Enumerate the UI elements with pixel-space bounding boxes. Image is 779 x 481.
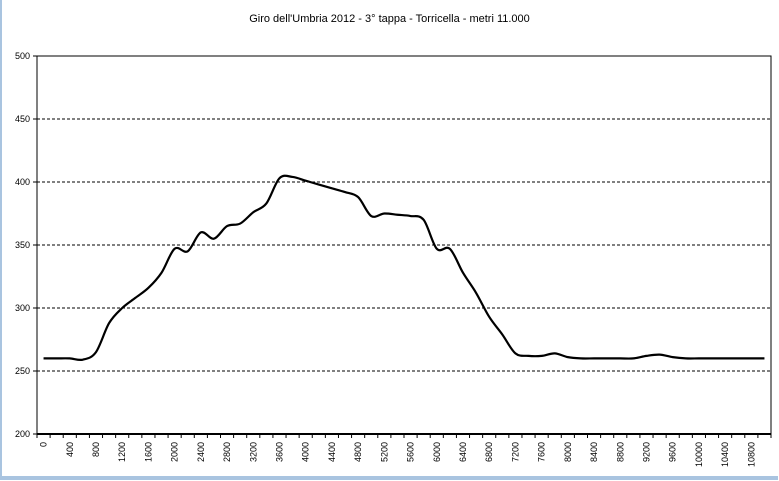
x-tick-label: 400 bbox=[65, 442, 75, 457]
y-tick-label: 250 bbox=[15, 366, 30, 376]
x-tick-label: 4800 bbox=[353, 442, 363, 462]
y-tick-label: 450 bbox=[15, 114, 30, 124]
x-tick-label: 2800 bbox=[222, 442, 232, 462]
x-tick-label: 9200 bbox=[641, 442, 651, 462]
chart-title: Giro dell'Umbria 2012 - 3° tappa - Torri… bbox=[249, 13, 530, 25]
x-tick-label: 2400 bbox=[196, 442, 206, 462]
x-tick-label: 800 bbox=[91, 442, 101, 457]
x-tick-label: 6400 bbox=[458, 442, 468, 462]
x-tick-label: 8400 bbox=[589, 442, 599, 462]
y-tick-label: 500 bbox=[15, 51, 30, 61]
x-tick-label: 4000 bbox=[301, 442, 311, 462]
x-tick-label: 3200 bbox=[248, 442, 258, 462]
y-tick-label: 350 bbox=[15, 240, 30, 250]
x-tick-label: 5600 bbox=[406, 442, 416, 462]
x-tick-label: 10000 bbox=[694, 442, 704, 467]
y-tick-label: 300 bbox=[15, 303, 30, 313]
x-tick-label: 4400 bbox=[327, 442, 337, 462]
x-tick-label: 9600 bbox=[668, 442, 678, 462]
y-tick-label: 200 bbox=[15, 429, 30, 439]
x-tick-label: 5200 bbox=[379, 442, 389, 462]
x-tick-label: 0 bbox=[39, 442, 49, 447]
x-tick-label: 7200 bbox=[510, 442, 520, 462]
x-tick-label: 6000 bbox=[432, 442, 442, 462]
x-tick-label: 2000 bbox=[170, 442, 180, 462]
x-tick-label: 8000 bbox=[563, 442, 573, 462]
elevation-line bbox=[43, 174, 765, 362]
x-tick-label: 1200 bbox=[117, 442, 127, 462]
x-tick-label: 10400 bbox=[720, 442, 730, 467]
x-tick-label: 6800 bbox=[484, 442, 494, 462]
x-tick-label: 10800 bbox=[746, 442, 756, 467]
x-tick-label: 3600 bbox=[274, 442, 284, 462]
x-tick-label: 8800 bbox=[615, 442, 625, 462]
x-tick-label: 7600 bbox=[537, 442, 547, 462]
y-tick-label: 400 bbox=[15, 177, 30, 187]
x-tick-label: 1600 bbox=[143, 442, 153, 462]
